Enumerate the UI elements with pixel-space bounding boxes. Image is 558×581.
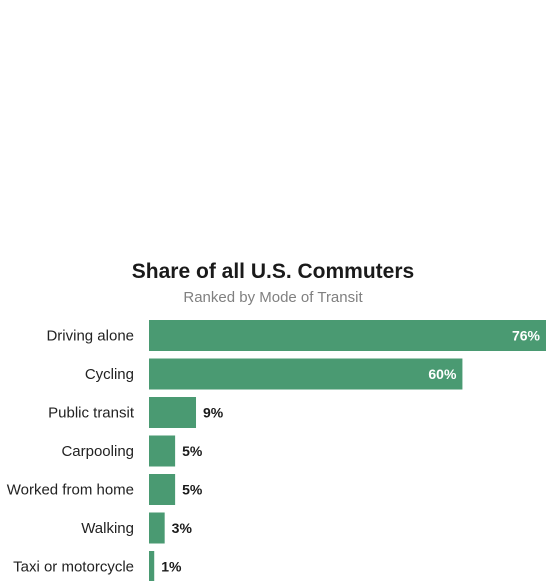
category-label-carpooling: Carpooling (61, 443, 134, 460)
bar-walking (149, 512, 165, 544)
value-label-driving-alone: 76% (512, 328, 541, 344)
bar-worked-from-home (149, 474, 176, 505)
value-label-worked-from-home: 5% (182, 482, 203, 498)
bars-group: Driving alone 76% Cycling 60% Public transit… (7, 320, 546, 581)
category-label-taxi-or-motorcycle: Taxi or motorcycle (13, 559, 134, 576)
bar-taxi-or-motorcycle (149, 551, 155, 581)
chart-title: Share of all U.S. Commuters (132, 260, 414, 283)
chart-subtitle: Ranked by Mode of Transit (183, 289, 363, 306)
category-label-public-transit: Public transit (48, 405, 135, 422)
category-label-worked-from-home: Worked from home (7, 482, 134, 499)
category-label-walking: Walking (81, 520, 134, 537)
category-label-driving-alone: Driving alone (46, 328, 134, 345)
bar-cycling (149, 358, 463, 390)
value-label-walking: 3% (172, 520, 193, 536)
value-label-cycling: 60% (428, 366, 457, 382)
bar-carpooling (149, 435, 176, 467)
bar-driving-alone (149, 320, 546, 351)
bar-public-transit (149, 397, 197, 428)
value-label-carpooling: 5% (182, 443, 203, 459)
value-label-taxi-or-motorcycle: 1% (161, 559, 182, 575)
value-label-public-transit: 9% (203, 405, 224, 421)
category-label-cycling: Cycling (85, 366, 134, 383)
